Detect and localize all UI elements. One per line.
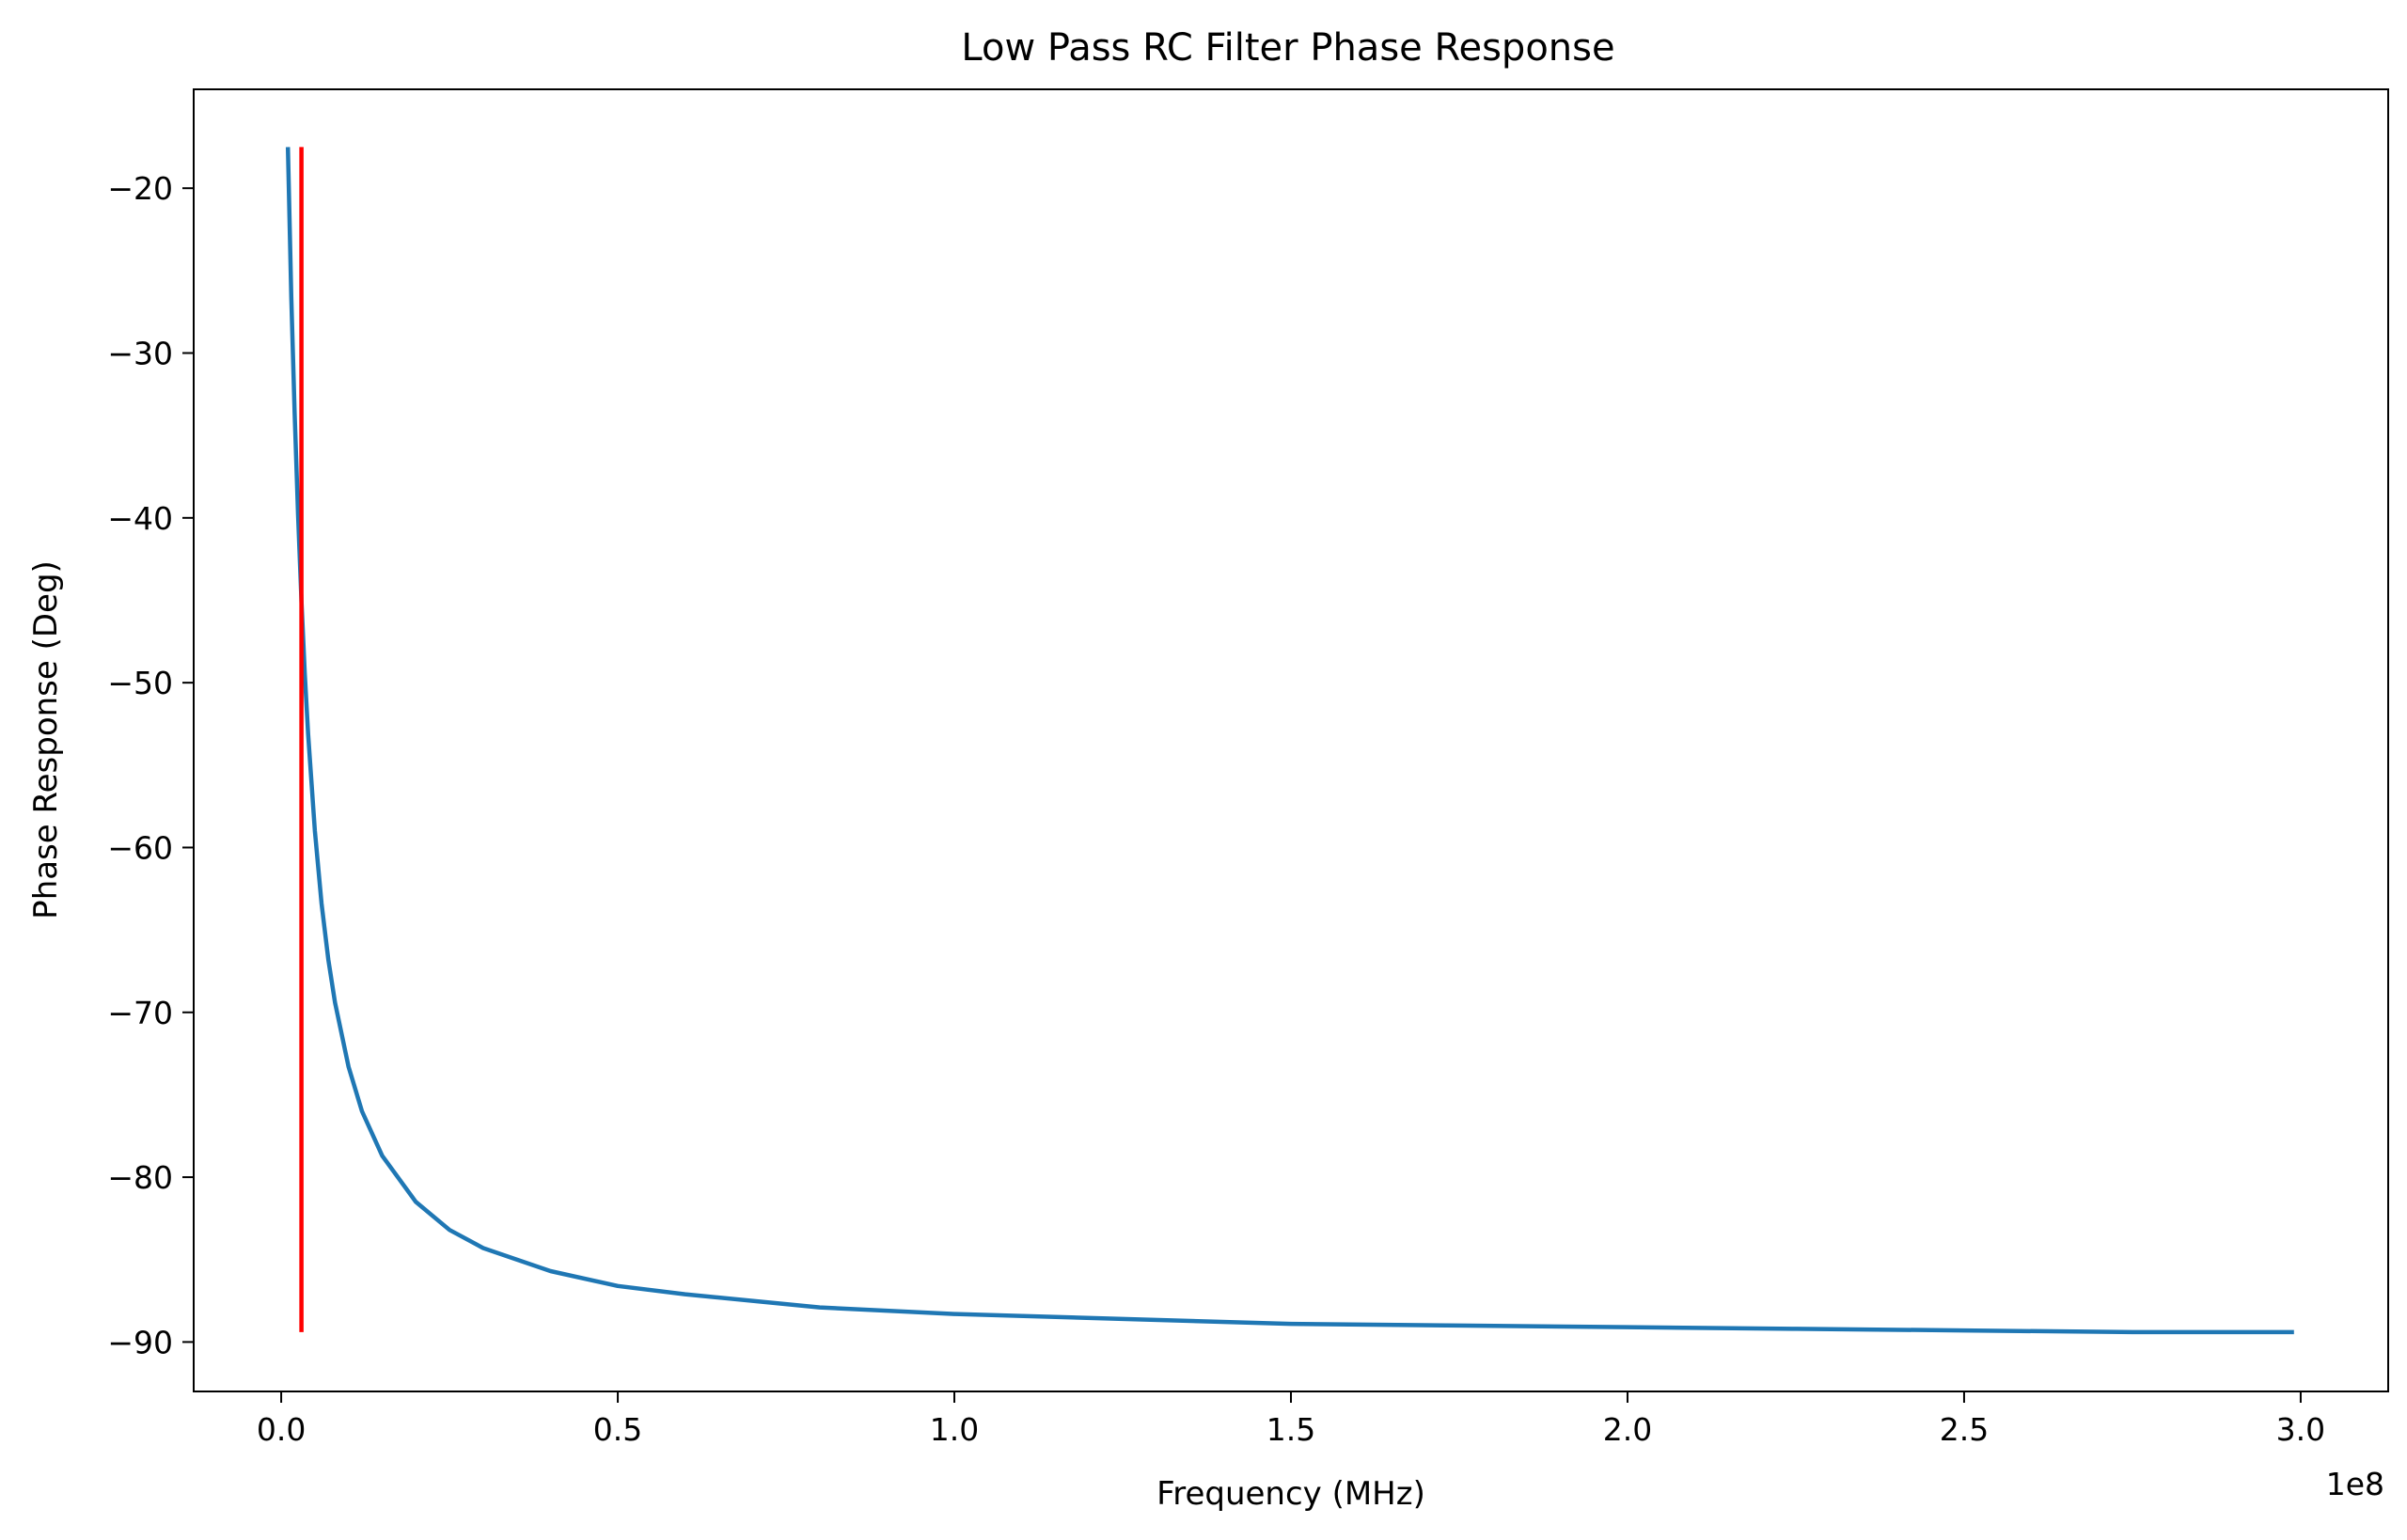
x-tick-label: 1.5 [1266,1411,1315,1448]
x-tick-label: 2.0 [1603,1411,1652,1448]
chart-title: Low Pass RC Filter Phase Response [961,26,1614,70]
x-tick-label: 0.5 [593,1411,642,1448]
x-offset-text: 1e8 [2326,1466,2384,1502]
y-tick-label: −30 [107,336,173,372]
y-tick-label: −20 [107,170,173,207]
y-axis: −20 −30 −40 −50 −60 −70 −80 −90 [107,170,194,1360]
x-tick-label: 3.0 [2276,1411,2325,1448]
series-layer [285,147,2294,1335]
x-axis-label: Frequency (MHz) [1156,1475,1425,1513]
x-axis: 0.0 0.5 1.0 1.5 2.0 2.5 3.0 [257,1391,2325,1448]
y-tick-label: −40 [107,500,173,537]
y-tick-label: −70 [107,995,173,1031]
x-tick-label: 0.0 [257,1411,306,1448]
y-axis-label: Phase Response (Deg) [27,560,65,919]
x-tick-label: 2.5 [1940,1411,1989,1448]
phase-curve-line [285,147,2294,1335]
y-tick-label: −80 [107,1159,173,1196]
y-tick-label: −90 [107,1324,173,1360]
x-tick-label: 1.0 [930,1411,979,1448]
y-tick-label: −50 [107,665,173,701]
y-tick-label: −60 [107,829,173,866]
